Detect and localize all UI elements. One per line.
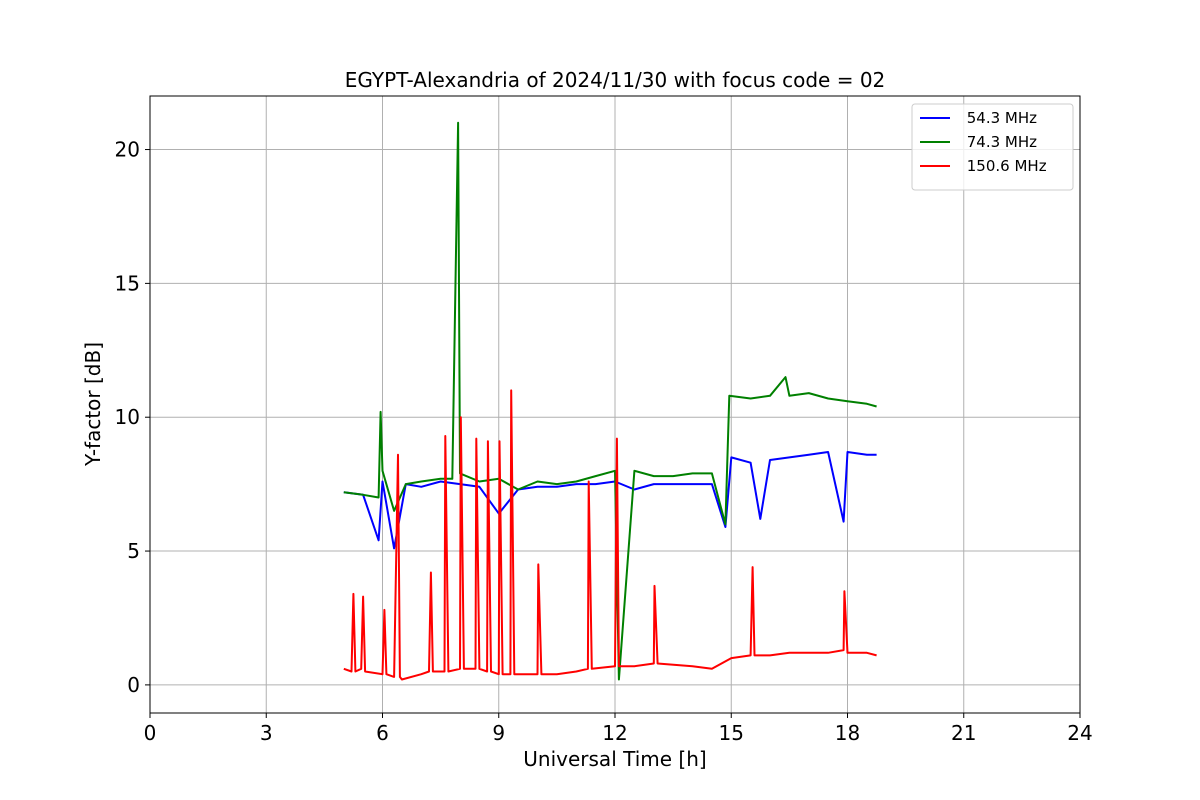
- series-line-2: [343, 389, 877, 681]
- legend-box: [911, 103, 1074, 191]
- legend: 54.3 MHz 74.3 MHz 150.6 MHz: [911, 103, 1074, 191]
- series-line-1: [343, 121, 877, 681]
- x-tick-label: 6: [376, 721, 389, 745]
- x-tick-label: 0: [144, 721, 157, 745]
- chart-title: EGYPT-Alexandria of 2024/11/30 with focu…: [345, 68, 886, 92]
- y-tick-label: 15: [115, 271, 140, 295]
- legend-entry: 74.3 MHz: [962, 133, 1037, 151]
- x-tick-label: 21: [951, 721, 976, 745]
- x-tick-label: 24: [1067, 721, 1092, 745]
- y-tick-label: 20: [115, 138, 140, 162]
- y-tick-label: 0: [127, 673, 140, 697]
- axis-ticks: 0 3 6 9 12 15 18 21 24 0 5 10 15 20: [115, 138, 1093, 745]
- y-tick-label: 5: [127, 539, 140, 563]
- x-tick-label: 9: [492, 721, 505, 745]
- x-axis-label: Universal Time [h]: [523, 747, 706, 771]
- x-tick-label: 3: [260, 721, 273, 745]
- y-tick-label: 10: [115, 405, 140, 429]
- x-tick-label: 12: [602, 721, 627, 745]
- x-tick-label: 15: [719, 721, 744, 745]
- legend-entry: 54.3 MHz: [962, 109, 1037, 127]
- series-line-0: [343, 451, 877, 550]
- y-axis-label: Y-factor [dB]: [81, 342, 105, 467]
- legend-entry: 150.6 MHz: [962, 157, 1047, 175]
- series-lines: [343, 121, 877, 681]
- x-tick-label: 18: [835, 721, 860, 745]
